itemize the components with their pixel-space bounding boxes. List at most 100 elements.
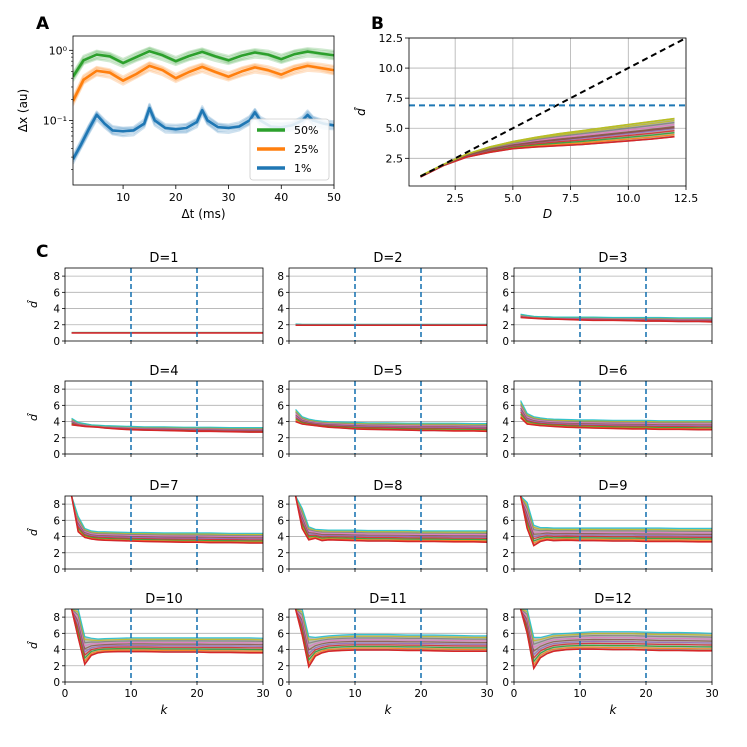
- subplot-xtick-label: 30: [256, 688, 269, 700]
- subplot-lower-curve: [294, 609, 487, 669]
- subplot-ytick-label: 6: [53, 400, 60, 412]
- subplot-lower-curve: [519, 496, 712, 547]
- subplot-frame: [288, 380, 488, 455]
- panel-a-xtick-label: 50: [327, 191, 341, 204]
- subplot-curve-3: [520, 609, 712, 660]
- subplot-curve-5: [295, 496, 487, 537]
- subplot-ytick-label: 6: [277, 287, 284, 299]
- panel-b-ytick-label: 2.5: [386, 152, 404, 165]
- subplot-lower-curve: [294, 496, 487, 543]
- subplot-ytick-label: 0: [53, 564, 60, 576]
- subplot-curve-8: [71, 609, 263, 642]
- panel-b-xtick-label: 12.5: [674, 192, 699, 205]
- subplot-ytick-label: 0: [277, 564, 284, 576]
- subplot-frame: [288, 267, 488, 342]
- subplot-1: D=1 0 2 4 6 8 d̂: [27, 251, 264, 348]
- subplot-curve-1: [71, 609, 263, 663]
- subplot-frame: [288, 608, 488, 683]
- subplot-title: D=11: [369, 592, 406, 607]
- subplot-curve-6: [520, 496, 712, 534]
- subplot-curve-7: [295, 496, 487, 535]
- panel-b-series-2: [420, 117, 675, 177]
- subplot-xtick-label: 10: [348, 688, 361, 700]
- subplot-ytick-label: 2: [277, 661, 284, 673]
- subplot-curve-4: [295, 415, 487, 429]
- panel-b-series-1: [420, 126, 675, 178]
- subplot-title: D=6: [598, 364, 627, 379]
- subplot-ytick-label: 4: [277, 417, 284, 429]
- panel-b-ytick-label: 12.5: [379, 32, 404, 45]
- subplot-lower-curve: [71, 424, 263, 433]
- subplot-lower-curve: [520, 416, 712, 431]
- subplot-xtick-label: 10: [124, 688, 137, 700]
- subplot-curve-1: [71, 496, 263, 543]
- subplot-curve-3: [71, 496, 263, 541]
- subplot-curve-2: [295, 496, 487, 541]
- legend-label-0: 50%: [294, 124, 318, 137]
- subplot-ytick-label: 2: [502, 661, 509, 673]
- subplot-ytick-label: 0: [502, 449, 509, 461]
- subplot-xtick-label: 20: [190, 688, 203, 700]
- subplot-ytick-label: 4: [53, 417, 60, 429]
- subplot-ytick-label: 4: [277, 645, 284, 657]
- subplot-curve-9: [71, 496, 263, 534]
- subplot-ytick-label: 0: [502, 336, 509, 348]
- subplot-ytick-label: 8: [277, 499, 284, 511]
- subplot-curve-7: [71, 496, 263, 537]
- subplot-curve-7: [520, 609, 712, 645]
- subplot-curve-4: [71, 609, 263, 653]
- clipC6-content: [70, 496, 263, 569]
- panel-b-frame: [408, 37, 687, 187]
- subplot-ytick-label: 8: [53, 612, 60, 624]
- subplot-frame: [288, 495, 488, 570]
- subplot-12: D=12 0 2 4 6 8 0 10 20 30 k: [502, 592, 718, 717]
- subplot-ytick-label: 8: [502, 271, 509, 283]
- subplot-frame: [64, 380, 264, 455]
- panel-a-xtick-label: 10: [116, 191, 130, 204]
- panel-a-trial-1-5: [73, 61, 334, 100]
- subplot-title: D=3: [598, 251, 627, 266]
- subplot-curve-3: [520, 496, 712, 540]
- subplot-6: D=6 0 2 4 6 8: [502, 364, 713, 461]
- subplot-ytick-label: 8: [502, 612, 509, 624]
- subplot-curve-9: [295, 408, 487, 425]
- panel-b-xtick-label: 7.5: [562, 192, 580, 205]
- subplot-7: D=7 0 2 4 6 8 d̂: [27, 479, 264, 576]
- subplot-curve-6: [295, 609, 487, 648]
- subplot-curve-8: [295, 410, 487, 425]
- subplot-ytick-label: 4: [53, 645, 60, 657]
- subplot-title: D=9: [598, 479, 627, 494]
- clipC10-content: [294, 609, 487, 682]
- subplot-lower-curve: [295, 420, 487, 433]
- panel-a-trial-0-1: [73, 53, 334, 80]
- subplot-ytick-label: 0: [53, 677, 60, 689]
- subplot-frame: [64, 608, 264, 683]
- subplot-ytick-label: 2: [502, 548, 509, 560]
- subplot-curve-9: [295, 609, 487, 639]
- subplot-title: D=8: [373, 479, 402, 494]
- subplot-ytick-label: 6: [502, 628, 509, 640]
- subplot-curve-5: [520, 407, 712, 426]
- subplot-curve-7: [520, 496, 712, 533]
- subplot-ytick-label: 8: [53, 384, 60, 396]
- panel-label-c: C: [36, 242, 48, 262]
- subplot-ylabel: d̂: [27, 412, 40, 421]
- subplot-curve-2: [520, 413, 712, 429]
- panel-a-series-1: [73, 64, 334, 102]
- panel-a-trial-0-0: [73, 55, 334, 82]
- subplot-4: D=4 0 2 4 6 8 d̂: [27, 364, 264, 461]
- subplot-10: D=10 0 2 4 6 8 0 10 20 30 d̂ k: [27, 592, 270, 717]
- panel-b: 2.5 5.0 7.5 10.0 12.5 2.5 5.0 7.5 10.0 12.5 Dd̂: [354, 32, 698, 221]
- subplot-curve-4: [520, 409, 712, 427]
- clipC3-content: [71, 381, 263, 454]
- subplot-xtick-label: 0: [62, 688, 69, 700]
- subplot-xtick-label: 30: [480, 688, 493, 700]
- subplot-curve-3: [71, 609, 263, 657]
- clipC5-content: [520, 381, 712, 454]
- subplot-ytick-label: 6: [277, 400, 284, 412]
- subplot-curve-6: [295, 496, 487, 536]
- subplot-curve-6: [520, 609, 712, 649]
- subplot-curve-8: [295, 609, 487, 641]
- subplot-ytick-label: 8: [53, 271, 60, 283]
- subplot-curve-6: [520, 405, 712, 425]
